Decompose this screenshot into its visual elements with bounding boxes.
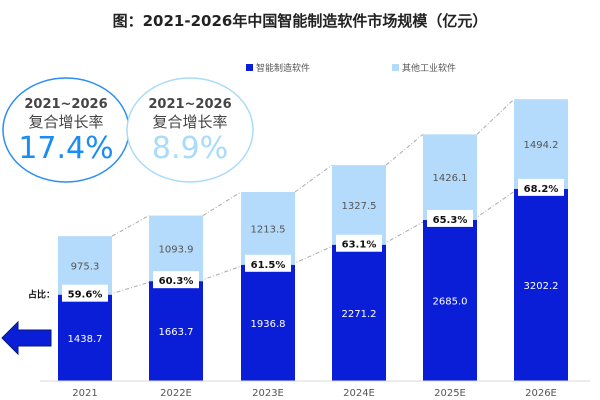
share-label: 68.2% xyxy=(524,184,559,195)
cagr-value: 8.9% xyxy=(152,131,228,166)
cagr-label: 复合增长率 xyxy=(28,113,103,131)
share-label: 63.1% xyxy=(342,240,377,251)
x-tick-label: 2022E xyxy=(160,388,192,399)
cagr-label: 复合增长率 xyxy=(152,113,227,131)
chart-title: 图：2021-2026年中国智能制造软件市场规模（亿元） xyxy=(113,12,488,30)
bar-segment-other-industrial xyxy=(332,165,386,245)
bar-segment-smart-manufacturing xyxy=(149,281,203,381)
share-box xyxy=(518,178,564,196)
share-label: 61.5% xyxy=(251,260,286,271)
share-box xyxy=(62,284,108,302)
bar-segment-other-industrial xyxy=(149,215,203,282)
share-label: 59.6% xyxy=(68,290,103,301)
x-tick-label: 2026E xyxy=(525,388,557,399)
bar-segment-smart-manufacturing xyxy=(332,244,386,381)
x-tick-label: 2024E xyxy=(343,388,375,399)
trend-line-total xyxy=(385,133,424,166)
data-label: 1093.9 xyxy=(159,244,194,255)
data-label: 1327.5 xyxy=(342,201,377,212)
data-label: 2685.0 xyxy=(433,296,468,307)
data-label: 3202.2 xyxy=(524,281,559,292)
data-label: 1494.2 xyxy=(524,140,559,151)
trend-line-total xyxy=(294,164,333,193)
share-box xyxy=(245,254,291,272)
data-label: 1663.7 xyxy=(159,327,194,338)
x-tick-labels: 2021 2022E 2023E 2024E 2025E 2026E xyxy=(72,388,557,399)
cagr-circle xyxy=(126,77,254,183)
bar-segment-other-industrial xyxy=(241,191,295,265)
cagr-period: 2021~2026 xyxy=(24,97,107,112)
trend-line-total xyxy=(202,191,242,216)
x-tick-label: 2023E xyxy=(252,388,284,399)
legend: 智能制造软件 其他工业软件 xyxy=(246,62,456,74)
trend-lines xyxy=(107,98,519,296)
share-label: 65.3% xyxy=(433,215,468,226)
trend-line-share xyxy=(381,219,428,246)
legend-label: 其他工业软件 xyxy=(402,62,456,74)
trend-line-total xyxy=(476,98,515,135)
share-box xyxy=(427,209,473,227)
legend-swatch xyxy=(246,64,253,71)
x-tick-label: 2025E xyxy=(434,388,466,399)
data-label: 975.3 xyxy=(71,261,100,272)
data-label: 2271.2 xyxy=(342,309,377,320)
trend-line-share xyxy=(472,188,519,221)
bar-segment-smart-manufacturing xyxy=(423,219,477,381)
data-label: 1213.5 xyxy=(251,224,286,235)
cagr-period: 2021~2026 xyxy=(148,97,231,112)
trend-line-share xyxy=(198,264,246,282)
data-label: 1438.7 xyxy=(68,334,103,345)
share-box xyxy=(153,271,199,289)
bars: 1438.7 975.3 59.6% 1663.7 1093.9 60.3% 1936.8 1… xyxy=(28,99,568,381)
trend-line-share xyxy=(290,244,337,266)
x-tick-label: 2021 xyxy=(72,388,97,399)
bar-segment-other-industrial xyxy=(514,99,568,189)
bar-segment-smart-manufacturing xyxy=(514,188,568,381)
trend-line-share xyxy=(107,280,154,296)
legend-swatch xyxy=(392,64,399,71)
trend-line-total xyxy=(111,215,150,237)
left-arrow-icon xyxy=(1,320,52,356)
bar-segment-smart-manufacturing xyxy=(241,264,295,381)
data-label: 1936.8 xyxy=(251,319,286,330)
share-prefix-label: 占比： xyxy=(28,289,55,301)
bar-segment-smart-manufacturing xyxy=(58,294,112,381)
cagr-value: 17.4% xyxy=(18,131,113,166)
bar-segment-other-industrial xyxy=(423,134,477,220)
arrow-shape xyxy=(1,320,52,356)
legend-label: 智能制造软件 xyxy=(256,62,310,74)
data-label: 1426.1 xyxy=(433,173,468,184)
share-label: 60.3% xyxy=(159,276,194,287)
share-box xyxy=(336,234,382,252)
